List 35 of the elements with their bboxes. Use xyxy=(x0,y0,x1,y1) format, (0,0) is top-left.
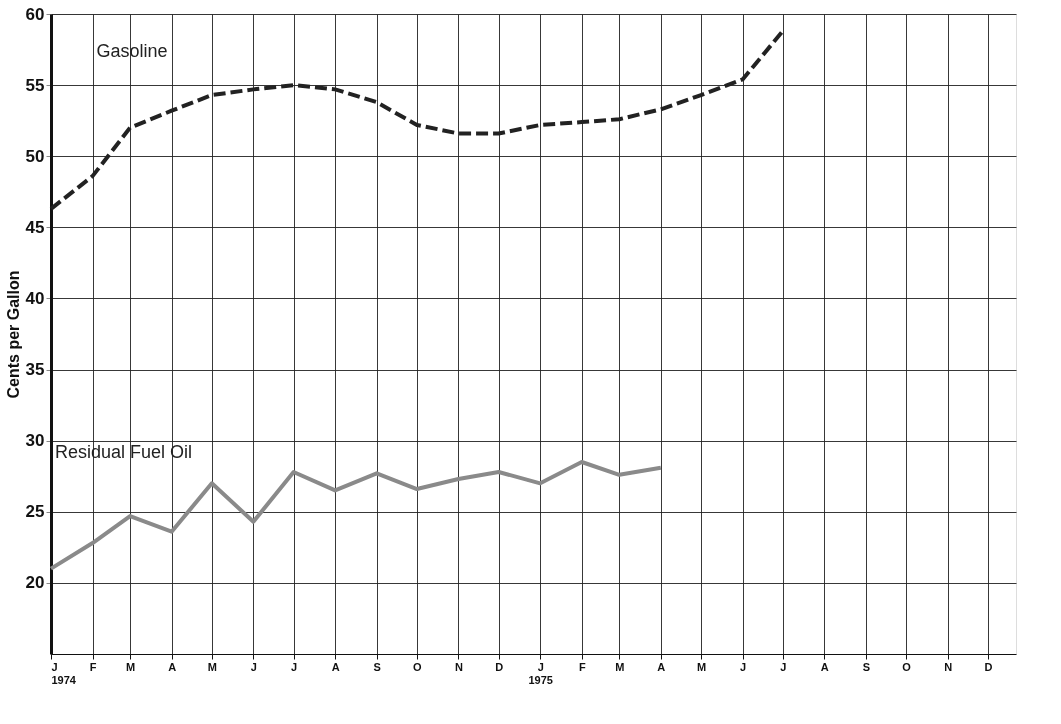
x-tick-label: A xyxy=(657,660,666,673)
x-tick-label: F xyxy=(89,660,97,673)
x-tick-label: S xyxy=(373,660,381,673)
y-tick-label: 60 xyxy=(25,4,45,24)
x-tick-label: O xyxy=(902,660,912,673)
x-tick-label: J 1975 xyxy=(528,660,553,686)
y-axis-title: Cents per Gallon xyxy=(4,270,22,399)
x-tick-label: M xyxy=(615,660,625,673)
x-tick-label: D xyxy=(984,660,993,673)
y-tick-label: 35 xyxy=(25,360,45,380)
x-tick-label: M xyxy=(207,660,217,673)
x-tick-label: J xyxy=(740,660,747,673)
x-tick-label: A xyxy=(820,660,829,673)
x-tick-label: N xyxy=(944,660,953,673)
x-tick-label: J xyxy=(780,660,787,673)
y-tick-label: 45 xyxy=(25,217,45,237)
x-tick-label: M xyxy=(125,660,136,673)
y-tick-label: 25 xyxy=(25,502,45,522)
y-tick-label: 20 xyxy=(25,573,45,593)
x-tick-label: N xyxy=(454,660,463,673)
x-tick-label: J xyxy=(291,660,298,673)
x-tick-label: F xyxy=(578,660,586,673)
x-tick-label: M xyxy=(696,660,707,673)
y-tick-label: 40 xyxy=(25,288,45,308)
x-tick-label: A xyxy=(331,660,340,673)
y-tick-label: 55 xyxy=(25,75,45,95)
x-tick-label: J 1974 xyxy=(51,660,77,686)
line-series xyxy=(49,460,663,571)
x-tick-label: D xyxy=(495,660,504,673)
y-tick-label: 30 xyxy=(25,431,45,451)
x-tick-label: S xyxy=(862,660,871,673)
y-tick-label: 50 xyxy=(25,146,45,166)
x-tick-label: A xyxy=(168,660,177,673)
x-tick-label: J xyxy=(250,660,257,673)
x-tick-label: O xyxy=(413,660,423,673)
